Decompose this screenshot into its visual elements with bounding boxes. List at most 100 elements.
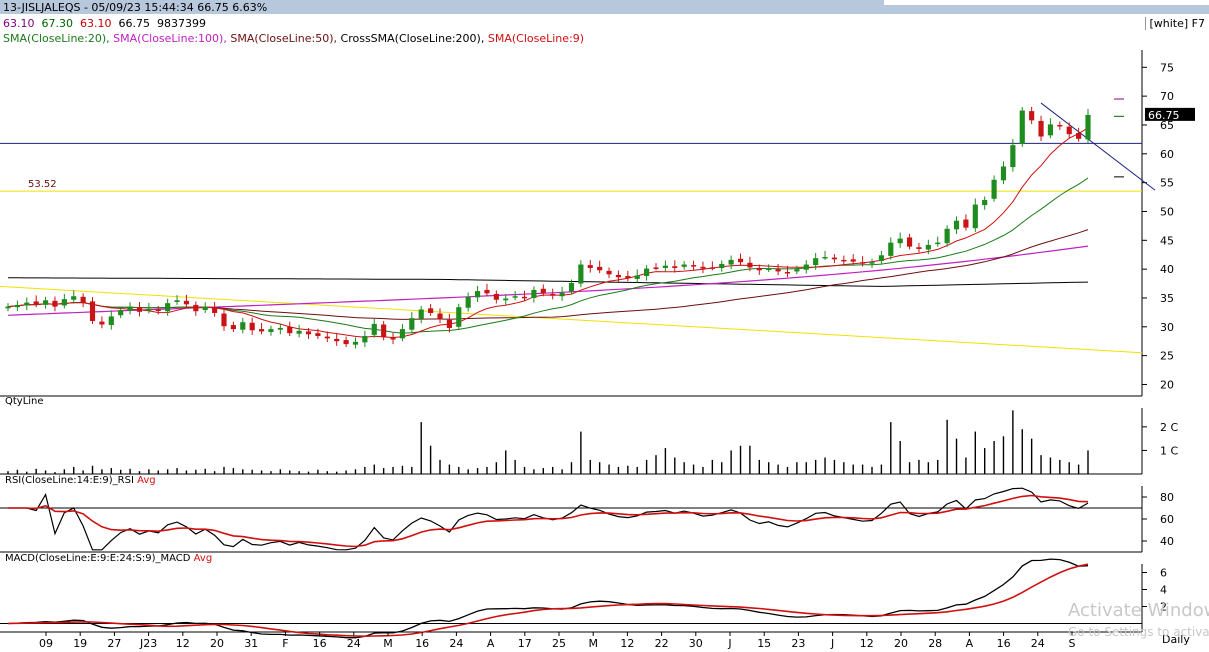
price-tick-label: 45	[1160, 234, 1174, 247]
candle-body	[381, 324, 387, 337]
volume-value: 9837399	[157, 17, 206, 30]
last-price-text: 66.75	[1148, 109, 1180, 122]
candle-body	[99, 321, 105, 325]
candle-body	[878, 255, 884, 262]
activation-watermark-sub: Go to Settings to activate	[1068, 625, 1209, 639]
candle-body	[540, 288, 546, 294]
candle-body	[813, 258, 819, 266]
price-tick-label: 60	[1160, 148, 1174, 161]
legend-sma20[interactable]: SMA(CloseLine:20),	[3, 32, 110, 45]
candle-body	[531, 289, 537, 298]
candle-body	[775, 269, 781, 272]
sma9-line	[7, 127, 1089, 339]
candle-body	[925, 244, 931, 250]
qty-panel-label: QtyLine	[5, 396, 44, 407]
yellow-trendline	[0, 285, 1143, 354]
candle-body	[296, 330, 302, 334]
title-bar-gap	[884, 0, 1209, 5]
candle-body	[672, 266, 678, 268]
candle-body	[52, 300, 58, 307]
rsi-tick-label: 80	[1160, 491, 1174, 504]
candle-body	[568, 282, 575, 292]
legend-cross-sma200[interactable]: CrossSMA(CloseLine:200),	[340, 32, 485, 45]
candle-body	[428, 308, 434, 313]
candle-body	[268, 329, 274, 332]
time-tick-label: M	[588, 637, 598, 650]
close-value: 66.75	[118, 17, 151, 30]
qty-panel[interactable]: 2 C 1 C	[7, 410, 1178, 474]
candle-body	[409, 318, 415, 330]
indicator-legend: SMA(CloseLine:20), SMA(CloseLine:100), S…	[3, 32, 584, 45]
candle-body	[240, 322, 246, 330]
candle-body	[1029, 111, 1035, 121]
candle-body	[165, 303, 171, 312]
time-tick-label: 25	[552, 637, 566, 650]
macd-panel[interactable]: 6 4 2	[0, 558, 1167, 639]
candle-body	[24, 302, 30, 306]
candle-body	[108, 316, 114, 326]
price-tick-label: 70	[1160, 90, 1174, 103]
candle-body	[841, 259, 847, 262]
candle-body	[136, 307, 143, 312]
candle-body	[61, 299, 67, 306]
rsi-panel[interactable]: 80 60 40	[0, 487, 1174, 553]
candle-body	[625, 276, 631, 279]
theme-toggle[interactable]: [white] F7	[1145, 17, 1205, 30]
candle-body	[334, 338, 340, 342]
qty-tick-label: 2 C	[1160, 421, 1178, 434]
candle-body	[399, 329, 406, 339]
price-tick-label: 25	[1160, 350, 1174, 363]
candle-body	[5, 306, 11, 309]
candle-body	[644, 268, 650, 277]
candle-body	[127, 306, 133, 311]
time-tick-label: 27	[107, 637, 121, 650]
time-tick-label: J	[727, 637, 731, 650]
candle-body	[766, 268, 772, 271]
candle-body	[202, 306, 208, 311]
candle-body	[352, 341, 359, 345]
time-tick-label: 24	[347, 637, 361, 650]
candle-body	[737, 258, 744, 263]
macd-tick-label: 4	[1160, 584, 1167, 597]
time-tick-label: 16	[997, 637, 1011, 650]
candle-body	[155, 309, 161, 311]
time-tick-label: 17	[518, 637, 532, 650]
time-tick-label: 24	[1031, 637, 1045, 650]
timeframe-label: Daily	[1162, 633, 1190, 646]
candle-body	[42, 300, 49, 305]
candle-body	[474, 291, 481, 298]
time-tick-label: 23	[791, 637, 805, 650]
price-tick-label: 75	[1160, 61, 1174, 74]
candle-body	[653, 267, 659, 269]
candle-body	[982, 199, 988, 206]
legend-sma50[interactable]: SMA(CloseLine:50),	[230, 32, 338, 45]
time-tick-label: 16	[313, 637, 327, 650]
macd-tick-label: 2	[1160, 601, 1167, 614]
candle-body	[390, 337, 396, 340]
candle-body	[324, 336, 330, 339]
legend-sma9[interactable]: SMA(CloseLine:9)	[487, 32, 585, 45]
rsi-avg-line	[8, 494, 1089, 548]
price-panel[interactable]: 75 70 65 60 55 50 45 40 35 30 25 20 53.52 66.75	[0, 61, 1195, 391]
time-tick-label: 12	[620, 637, 634, 650]
legend-sma100[interactable]: SMA(CloseLine:100),	[113, 32, 227, 45]
candle-body	[437, 313, 443, 320]
candle-body	[822, 257, 828, 259]
candle-body	[935, 242, 941, 245]
candle-body	[803, 264, 809, 270]
candle-body	[249, 322, 255, 331]
macd-label-text: MACD(CloseLine:E:9:E:24:S:9)_MACD	[5, 553, 191, 564]
candle-body	[690, 265, 697, 267]
candle-body	[578, 264, 584, 284]
activation-watermark: Activate Windows	[1068, 600, 1209, 621]
candle-body	[183, 300, 190, 305]
candle-body	[118, 310, 124, 316]
candle-body	[465, 296, 471, 308]
candle-body	[493, 293, 499, 300]
candle-body	[831, 257, 838, 260]
price-tick-label: 55	[1160, 177, 1174, 190]
candle-body	[315, 333, 321, 337]
time-tick-label: 31	[244, 637, 258, 650]
candle-body	[1000, 166, 1007, 181]
